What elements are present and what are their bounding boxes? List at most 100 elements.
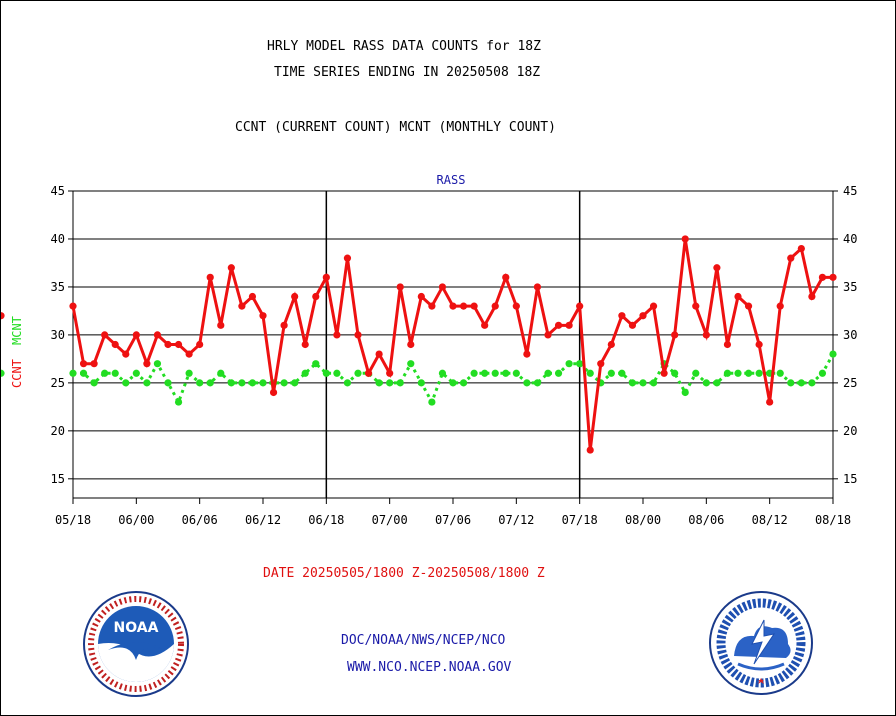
point-ccnt xyxy=(628,321,637,329)
point-ccnt xyxy=(396,283,404,291)
point-mcnt xyxy=(174,398,183,406)
point-mcnt xyxy=(713,379,721,387)
point-mcnt xyxy=(459,379,468,387)
point-mcnt xyxy=(808,379,816,387)
point-mcnt xyxy=(544,369,552,377)
point-ccnt xyxy=(217,321,225,329)
point-ccnt xyxy=(322,273,330,281)
point-mcnt xyxy=(744,369,753,377)
point-mcnt xyxy=(776,369,784,377)
point-ccnt xyxy=(491,302,499,310)
point-ccnt xyxy=(544,331,552,339)
point-mcnt xyxy=(586,369,594,377)
grid-layer xyxy=(73,191,833,498)
point-mcnt xyxy=(164,379,172,387)
axis-layer xyxy=(68,190,838,504)
x-tick-label: 06/06 xyxy=(182,513,218,527)
x-tick-label: 08/00 xyxy=(625,513,661,527)
point-ccnt xyxy=(744,302,753,310)
point-ccnt xyxy=(386,369,394,377)
point-mcnt xyxy=(755,369,763,377)
y-tick-label-right: 20 xyxy=(843,424,857,438)
point-mcnt xyxy=(533,379,542,387)
point-mcnt xyxy=(407,360,415,368)
nws-logo xyxy=(709,591,813,695)
point-ccnt xyxy=(470,302,478,310)
point-ccnt xyxy=(523,350,531,358)
point-mcnt xyxy=(681,388,689,397)
point-ccnt xyxy=(586,446,594,454)
point-mcnt xyxy=(153,360,162,368)
y-tick-label-right: 25 xyxy=(843,376,857,390)
point-ccnt xyxy=(692,302,700,310)
point-ccnt xyxy=(185,350,193,358)
point-mcnt xyxy=(723,369,732,377)
point-ccnt xyxy=(481,321,489,329)
date-range-label: DATE 20250505/1800 Z-20250508/1800 Z xyxy=(263,566,545,581)
point-ccnt xyxy=(618,312,626,320)
point-ccnt xyxy=(681,235,689,243)
x-tick-label: 07/06 xyxy=(435,513,471,527)
point-mcnt xyxy=(1,369,5,377)
label-layer: 15 15 20 20 25 25 30 30 35 35 40 40 45 45 05/18 06/00 06… xyxy=(10,173,857,527)
point-mcnt xyxy=(79,369,88,377)
point-mcnt xyxy=(565,360,573,368)
point-ccnt xyxy=(343,254,352,262)
point-mcnt xyxy=(512,369,520,377)
point-mcnt xyxy=(322,369,330,377)
point-ccnt xyxy=(301,340,309,349)
x-tick-label: 06/00 xyxy=(118,513,154,527)
point-mcnt xyxy=(829,350,837,358)
header-line2: TIME SERIES ENDING IN 20250508 18Z xyxy=(274,65,541,80)
x-tick-label: 08/06 xyxy=(688,513,724,527)
y-tick-label-right: 40 xyxy=(843,232,857,246)
point-ccnt xyxy=(206,273,214,281)
point-ccnt xyxy=(766,398,774,406)
point-ccnt xyxy=(533,283,542,291)
y-tick-label-left: 45 xyxy=(51,184,65,198)
point-mcnt xyxy=(491,369,499,377)
y-tick-label-right: 30 xyxy=(843,328,857,342)
ylabel-mcnt: MCNT xyxy=(10,316,24,345)
point-ccnt xyxy=(818,273,827,281)
point-ccnt xyxy=(291,292,299,301)
point-ccnt xyxy=(734,292,742,301)
point-mcnt xyxy=(607,369,615,377)
point-ccnt xyxy=(333,331,341,339)
point-ccnt xyxy=(259,312,267,320)
point-mcnt xyxy=(386,379,394,387)
point-ccnt xyxy=(660,369,668,377)
org-label[interactable]: DOC/NOAA/NWS/NCEP/NCO xyxy=(341,633,506,648)
y-tick-label-left: 25 xyxy=(51,376,65,390)
point-ccnt xyxy=(143,360,151,368)
url-link[interactable]: WWW.NCO.NCEP.NOAA.GOV xyxy=(347,660,512,675)
point-ccnt xyxy=(196,340,204,349)
point-ccnt xyxy=(1,312,5,320)
point-mcnt xyxy=(649,379,658,387)
point-ccnt xyxy=(576,302,584,310)
y-tick-label-left: 35 xyxy=(51,280,65,294)
series-mcnt xyxy=(1,350,837,406)
y-tick-label-right: 45 xyxy=(843,184,857,198)
series-line-mcnt xyxy=(73,353,835,406)
point-ccnt xyxy=(407,340,415,349)
point-mcnt xyxy=(280,379,288,387)
point-ccnt xyxy=(671,331,679,339)
point-mcnt xyxy=(354,369,362,377)
x-tick-label: 07/12 xyxy=(498,513,534,527)
point-ccnt xyxy=(597,360,605,368)
point-ccnt xyxy=(248,292,257,301)
point-mcnt xyxy=(523,379,531,387)
point-mcnt xyxy=(196,379,204,387)
x-tick-label: 05/18 xyxy=(55,513,91,527)
point-ccnt xyxy=(702,331,710,339)
point-mcnt xyxy=(618,369,626,377)
point-ccnt xyxy=(101,331,109,339)
point-ccnt xyxy=(649,302,658,310)
point-ccnt xyxy=(111,340,119,349)
point-ccnt xyxy=(639,312,647,320)
point-ccnt xyxy=(122,350,130,358)
point-mcnt xyxy=(396,379,404,387)
point-mcnt xyxy=(449,379,457,387)
